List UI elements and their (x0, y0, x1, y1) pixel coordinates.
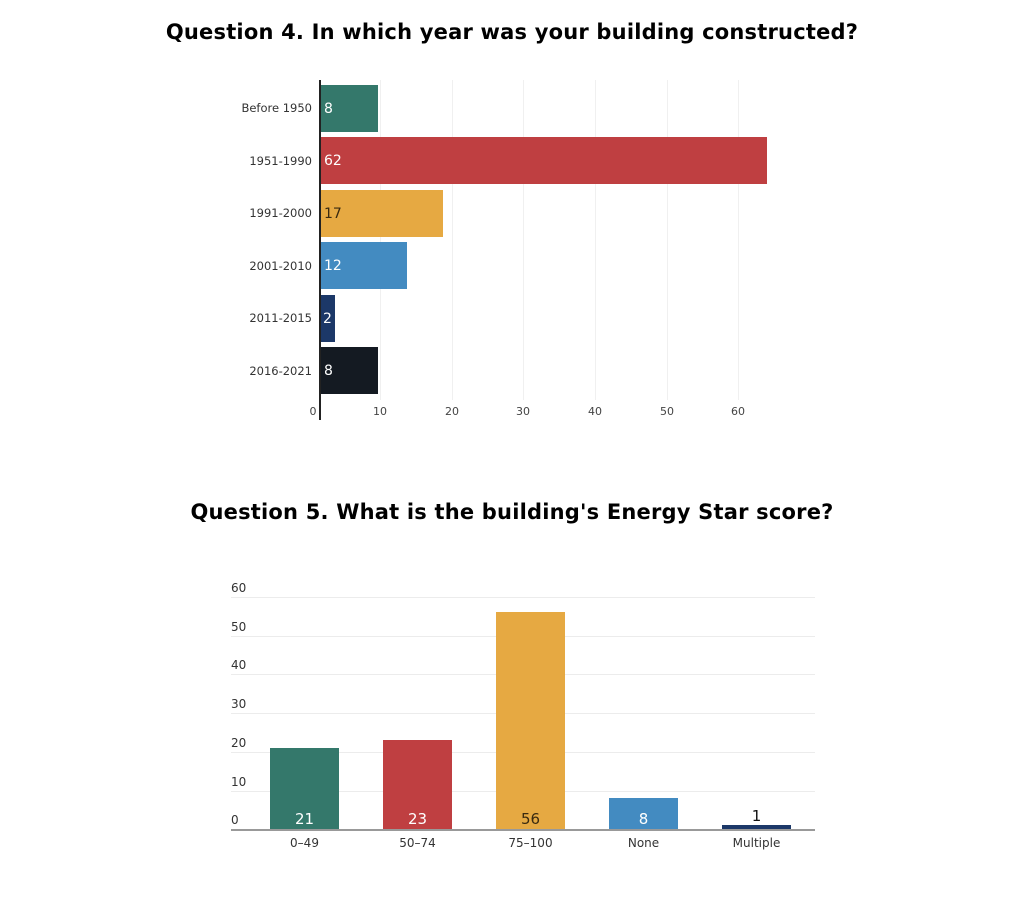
bar-value-label: 23 (407, 810, 428, 828)
chart1-title: Question 4. In which year was your build… (165, 20, 859, 44)
x-tick-label: 50 (660, 405, 674, 418)
gridline (523, 80, 524, 400)
category-label: 1991-2000 (249, 206, 312, 220)
bar-value-label: 17 (324, 205, 342, 222)
category-label: 0–49 (290, 836, 319, 850)
bar-value-label: 56 (520, 810, 541, 828)
y-tick-label: 0 (231, 813, 239, 827)
x-tick-label: 30 (516, 405, 530, 418)
bar-value-label: 21 (294, 810, 315, 828)
gridline (231, 597, 815, 598)
category-label: Multiple (732, 836, 781, 850)
y-tick-label: 30 (231, 697, 247, 711)
category-label: None (627, 836, 660, 850)
bar-value-label: 62 (324, 152, 342, 169)
gridline (380, 80, 381, 400)
bar-1951-1990: 62 (321, 137, 767, 184)
x-tick-label: 0 (309, 405, 317, 418)
gridline (595, 80, 596, 400)
bar-0-49: 21 (270, 748, 339, 829)
bar-value-label: 8 (324, 362, 333, 379)
x-tick-label: 20 (445, 405, 459, 418)
category-label: Before 1950 (241, 101, 312, 115)
category-label: 50–74 (399, 836, 436, 850)
x-tick-label: 40 (588, 405, 602, 418)
bar-value-label: 8 (638, 810, 649, 828)
y-tick-label: 50 (231, 620, 247, 634)
bar-before-1950: 8 (321, 85, 378, 132)
y-tick-label: 10 (231, 775, 247, 789)
category-label: 2001-2010 (249, 259, 312, 273)
bar-value-label: 8 (324, 100, 333, 117)
bar-none: 8 (609, 798, 678, 829)
bar-1991-2000: 17 (321, 190, 443, 237)
bar-50-74: 23 (383, 740, 452, 829)
y-tick-label: 60 (231, 581, 247, 595)
category-label: 75–100 (508, 836, 553, 850)
category-label: 2016-2021 (249, 364, 312, 378)
bar-2011-2015: 2 (321, 295, 335, 342)
bar-value-label: 1 (751, 807, 762, 825)
category-label: 1951-1990 (249, 154, 312, 168)
bar-2001-2010: 12 (321, 242, 407, 289)
gridline (738, 80, 739, 400)
category-label: 2011-2015 (249, 311, 312, 325)
bar-value-label: 12 (324, 257, 342, 274)
y-axis-line (319, 80, 321, 420)
x-tick-label: 60 (731, 405, 745, 418)
bar-75-100: 56 (496, 612, 565, 829)
x-tick-label: 10 (373, 405, 387, 418)
bar-2016-2021: 8 (321, 347, 378, 394)
y-tick-label: 20 (231, 736, 247, 750)
bar-multiple: 1 (722, 807, 791, 829)
chart2-title: Question 5. What is the building's Energ… (190, 500, 834, 524)
x-axis-line (231, 829, 815, 831)
y-tick-label: 40 (231, 658, 247, 672)
gridline (452, 80, 453, 400)
gridline (667, 80, 668, 400)
bar-value-label: 2 (323, 310, 332, 327)
